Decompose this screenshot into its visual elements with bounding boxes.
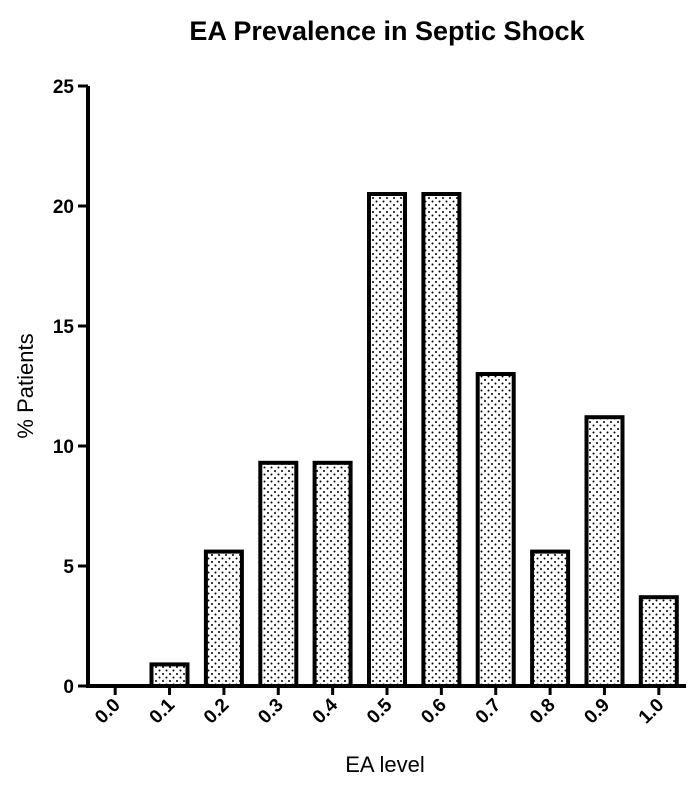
chart-title: EA Prevalence in Septic Shock	[189, 16, 585, 46]
y-tick-label-5: 5	[63, 557, 74, 578]
x-tick-label-0.5: 0.5	[363, 694, 397, 728]
y-tick-label-0: 0	[63, 677, 74, 698]
y-tick-label-20: 20	[53, 197, 74, 218]
bar-0.8	[530, 549, 571, 688]
bar-0.2	[203, 549, 244, 688]
x-tick-label-0.0: 0.0	[91, 695, 125, 729]
bars-group	[149, 192, 679, 689]
x-tick-label-0.1: 0.1	[146, 694, 180, 728]
y-axis-label: % Patients	[13, 333, 38, 438]
bar-1.0	[638, 595, 679, 689]
x-axis-label: EA level	[345, 752, 425, 777]
x-tick-label-0.4: 0.4	[309, 694, 343, 728]
x-tick-label-0.6: 0.6	[417, 695, 451, 729]
x-tick-label-0.8: 0.8	[526, 695, 560, 729]
bar-0.3	[258, 460, 299, 688]
bar-0.1	[149, 662, 190, 689]
y-tick-label-15: 15	[53, 317, 75, 338]
x-tick-label-0.3: 0.3	[254, 695, 288, 729]
bar-0.6	[421, 192, 462, 688]
x-tick-label-0.2: 0.2	[200, 695, 234, 729]
x-tick-label-0.7: 0.7	[472, 695, 506, 729]
bar-0.9	[584, 415, 625, 688]
bar-0.4	[312, 460, 353, 688]
y-tick-label-25: 25	[53, 77, 75, 98]
bar-0.5	[367, 192, 407, 688]
x-ticks-group: 0.0 0.1 0.2 0.3 0.4 0.5 0.6 0.7 0.8 0.9 1.0	[91, 686, 668, 728]
y-tick-label-10: 10	[53, 437, 74, 458]
bar-0.7	[475, 372, 516, 688]
y-ticks-group: 0 5 10 15 20 25	[53, 77, 88, 698]
x-tick-label-0.9: 0.9	[580, 695, 614, 729]
x-tick-label-1.0: 1.0	[635, 695, 669, 729]
